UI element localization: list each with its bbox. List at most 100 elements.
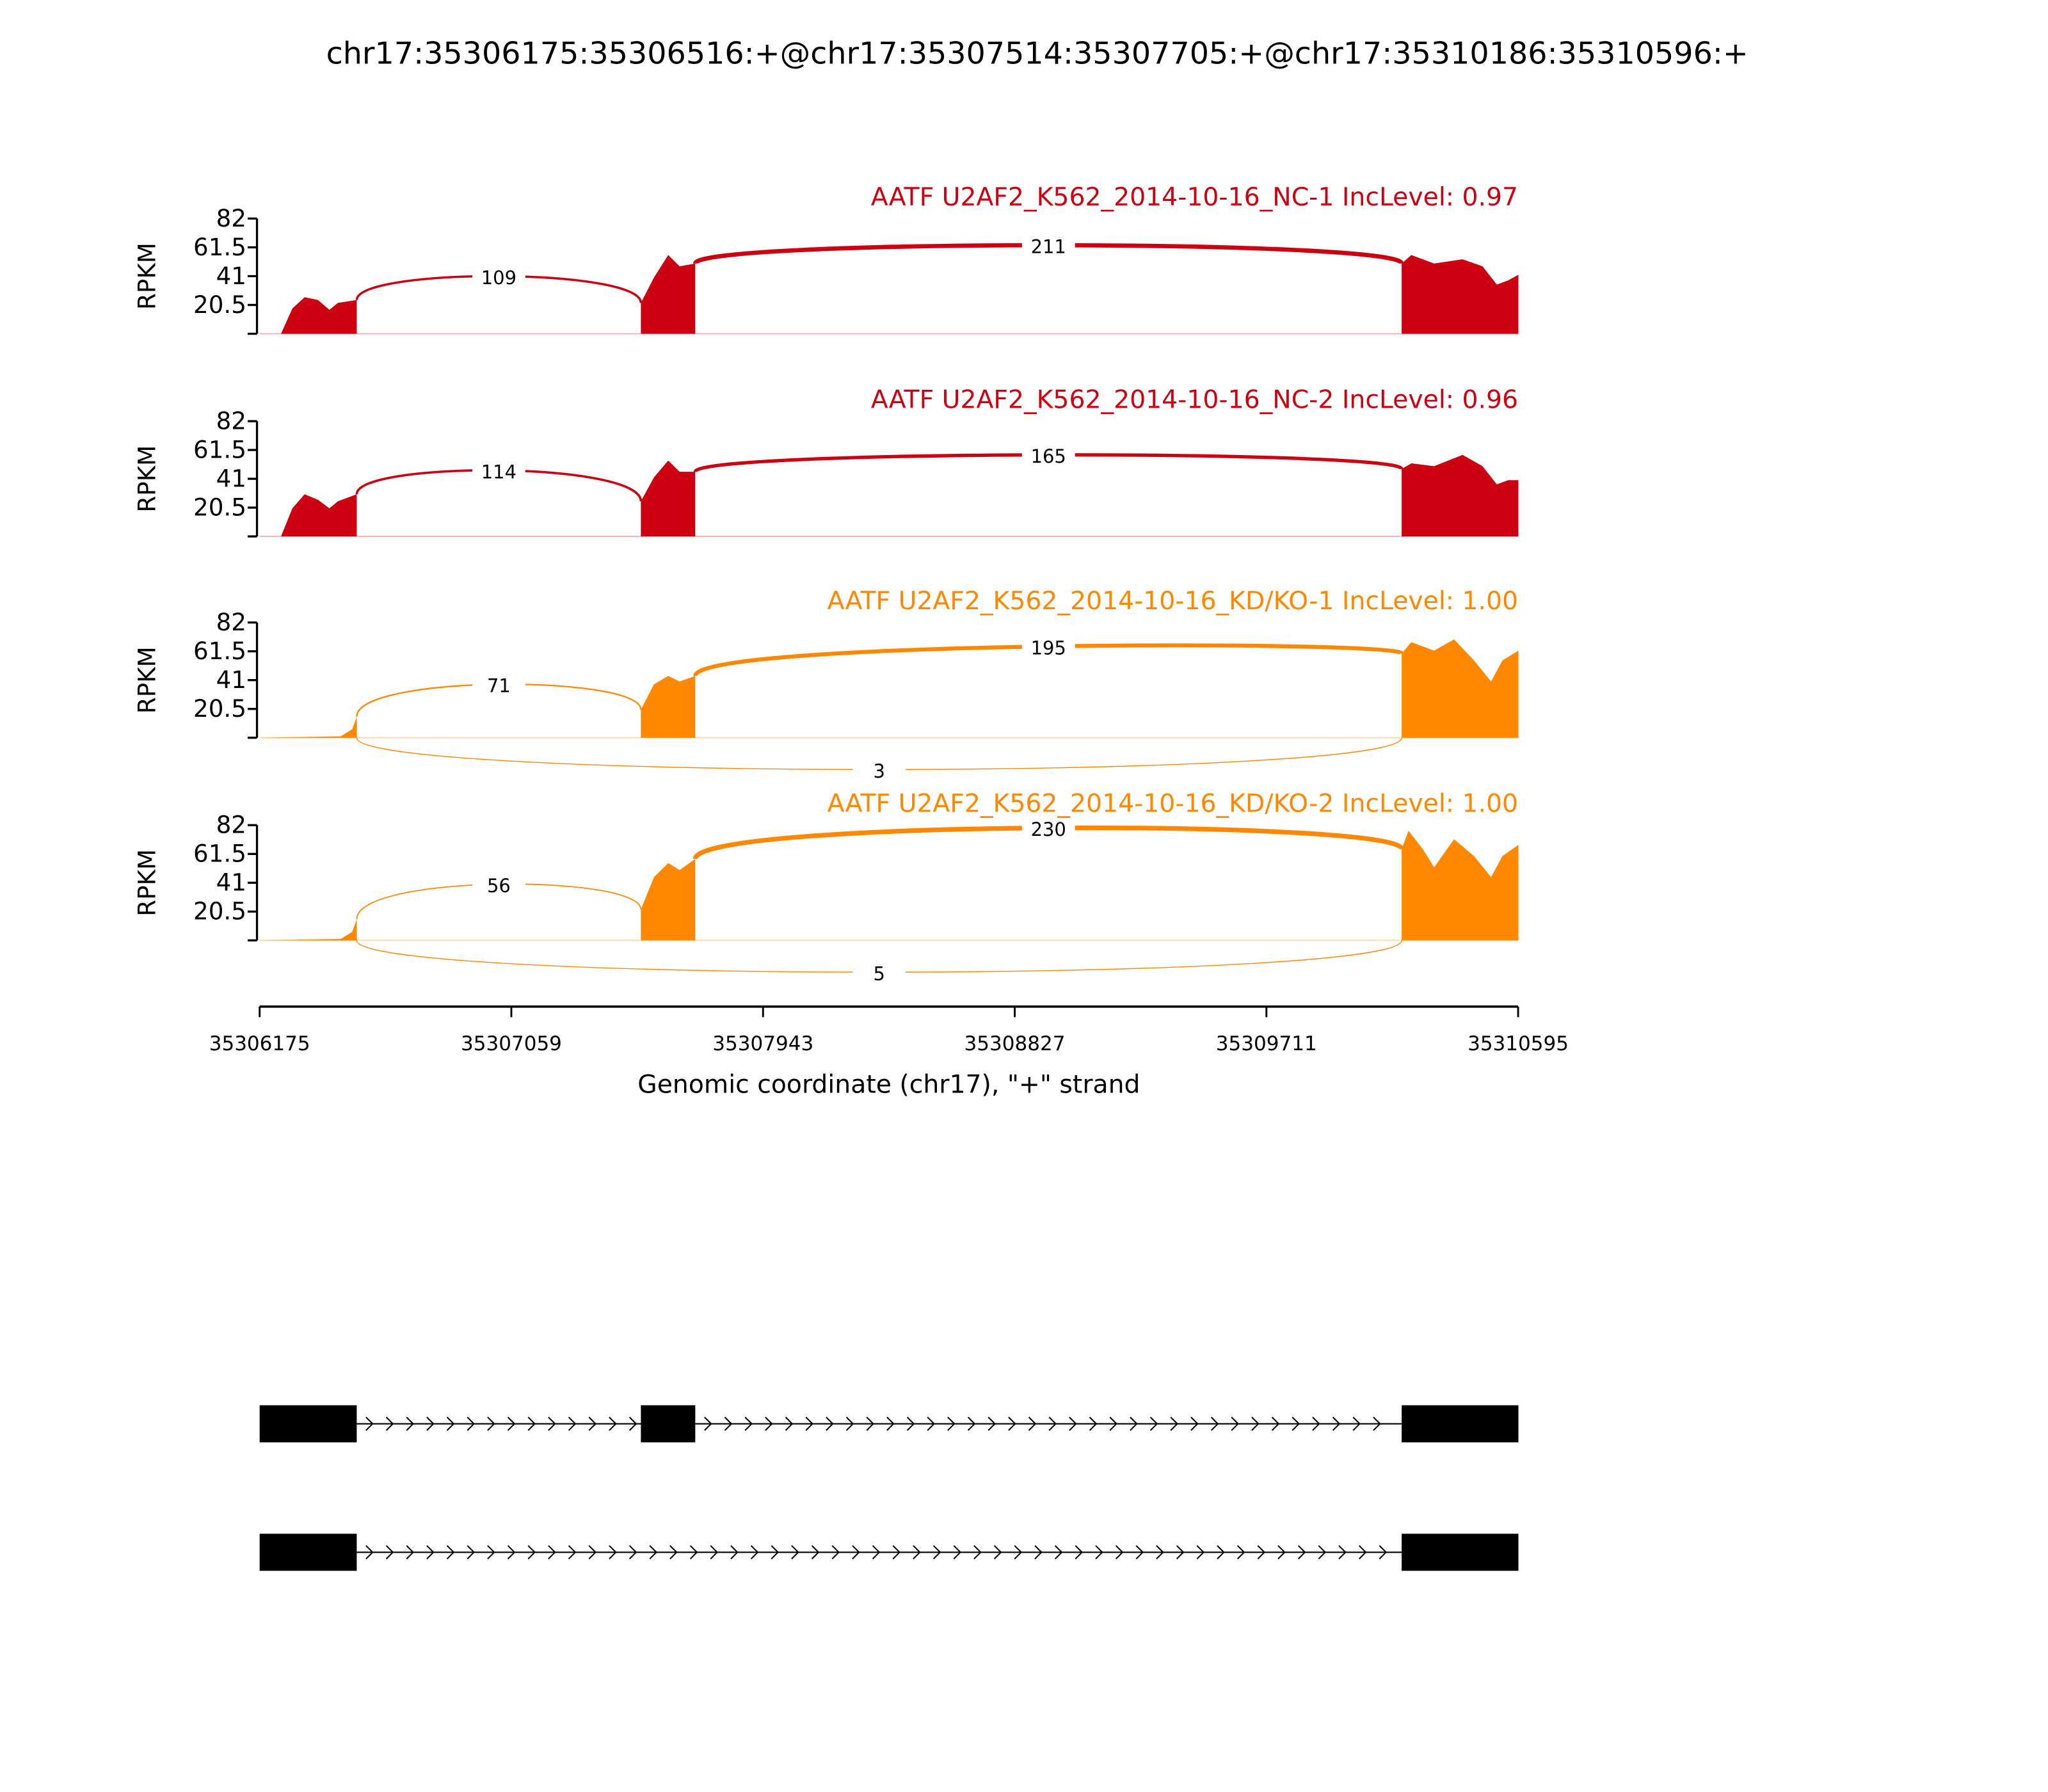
strand-chevron-icon: [1196, 1545, 1205, 1560]
coverage-area: [1402, 831, 1519, 941]
strand-chevron-icon: [1217, 1545, 1225, 1560]
strand-chevron-icon: [973, 1545, 982, 1560]
x-tick-label: 35307943: [712, 1032, 813, 1055]
strand-chevron-icon: [1008, 1416, 1016, 1431]
strand-chevron-icon: [628, 1416, 637, 1431]
junction-label-bg: [472, 268, 525, 287]
strand-chevron-icon: [1156, 1545, 1164, 1560]
strand-chevron-icon: [993, 1545, 1002, 1560]
y-tick-label: 41: [216, 868, 246, 897]
strand-chevron-icon: [1312, 1416, 1320, 1431]
strand-chevron-icon: [649, 1545, 658, 1560]
strand-chevron-icon: [1352, 1416, 1361, 1431]
y-tick-label: 61.5: [193, 436, 246, 464]
x-tick-label: 35306175: [209, 1032, 310, 1055]
strand-chevron-icon: [1236, 1545, 1245, 1560]
strand-chevron-icon: [609, 1545, 617, 1560]
strand-chevron-icon: [1358, 1545, 1367, 1560]
junction-count: 5: [874, 963, 885, 984]
exon-block: [1402, 1533, 1519, 1571]
strand-chevron-icon: [953, 1545, 962, 1560]
coverage-area: [641, 858, 696, 941]
y-tick-label: 82: [216, 608, 246, 636]
x-tick-label: 35309711: [1216, 1032, 1317, 1055]
strand-chevron-icon: [1373, 1416, 1381, 1431]
coverage-area: [281, 494, 357, 537]
coverage-area: [259, 919, 357, 941]
strand-chevron-icon: [791, 1545, 799, 1560]
strand-chevron-icon: [1014, 1545, 1023, 1560]
strand-chevron-icon: [527, 1545, 536, 1560]
strand-chevron-icon: [1170, 1416, 1179, 1431]
strand-chevron-icon: [1231, 1416, 1240, 1431]
sample-label: AATF U2AF2_K562_2014-10-16_KD/KO-2 IncLe…: [828, 790, 1518, 819]
strand-chevron-icon: [866, 1416, 875, 1431]
strand-chevron-icon: [1271, 1416, 1280, 1431]
strand-chevron-icon: [628, 1545, 637, 1560]
strand-chevron-icon: [588, 1416, 597, 1431]
y-tick-label: 20.5: [193, 493, 246, 522]
y-axis-label: RPKM: [132, 243, 161, 310]
strand-chevron-icon: [1095, 1545, 1103, 1560]
sample-label: AATF U2AF2_K562_2014-10-16_NC-1 IncLevel…: [871, 183, 1518, 212]
strand-chevron-icon: [704, 1416, 712, 1431]
strand-chevron-icon: [811, 1545, 820, 1560]
y-tick-label: 82: [216, 811, 246, 839]
strand-chevron-icon: [385, 1545, 394, 1560]
y-tick-label: 20.5: [193, 897, 246, 925]
x-axis-label: Genomic coordinate (chr17), "+" strand: [637, 1070, 1140, 1099]
strand-chevron-icon: [548, 1416, 556, 1431]
strand-chevron-icon: [1048, 1416, 1057, 1431]
junction-label-bg: [1021, 638, 1075, 657]
strand-chevron-icon: [1075, 1545, 1084, 1560]
strand-chevron-icon: [1257, 1545, 1266, 1560]
strand-chevron-icon: [872, 1545, 881, 1560]
y-axis-label: RPKM: [132, 646, 161, 714]
strand-chevron-icon: [988, 1416, 996, 1431]
strand-chevron-icon: [426, 1545, 435, 1560]
strand-chevron-icon: [805, 1416, 814, 1431]
strand-chevron-icon: [385, 1416, 394, 1431]
strand-chevron-icon: [765, 1416, 773, 1431]
strand-chevron-icon: [365, 1416, 374, 1431]
exon-block: [641, 1405, 696, 1443]
strand-chevron-icon: [852, 1545, 860, 1560]
coverage-area: [1402, 255, 1519, 334]
junction-label-bg: [1021, 820, 1075, 839]
strand-chevron-icon: [906, 1416, 915, 1431]
strand-chevron-icon: [1251, 1416, 1260, 1431]
strand-chevron-icon: [1034, 1545, 1043, 1560]
exon-block: [259, 1533, 357, 1571]
strand-chevron-icon: [527, 1416, 536, 1431]
strand-chevron-icon: [406, 1416, 415, 1431]
strand-chevron-icon: [568, 1416, 577, 1431]
strand-chevron-icon: [1190, 1416, 1199, 1431]
strand-chevron-icon: [1028, 1416, 1037, 1431]
strand-chevron-icon: [365, 1545, 374, 1560]
sample-label: AATF U2AF2_K562_2014-10-16_KD/KO-1 IncLe…: [828, 587, 1518, 616]
strand-chevron-icon: [710, 1545, 719, 1560]
strand-chevron-icon: [913, 1545, 921, 1560]
coverage-area: [1402, 454, 1519, 537]
strand-chevron-icon: [744, 1416, 753, 1431]
coverage-area: [1402, 639, 1519, 738]
strand-chevron-icon: [1069, 1416, 1077, 1431]
strand-chevron-icon: [669, 1545, 678, 1560]
strand-chevron-icon: [487, 1545, 495, 1560]
strand-chevron-icon: [1292, 1416, 1300, 1431]
strand-chevron-icon: [689, 1545, 698, 1560]
strand-chevron-icon: [426, 1416, 435, 1431]
strand-chevron-icon: [487, 1416, 495, 1431]
y-tick-label: 20.5: [193, 694, 246, 723]
strand-chevron-icon: [845, 1416, 854, 1431]
y-tick-label: 61.5: [193, 637, 246, 665]
strand-chevron-icon: [1338, 1545, 1347, 1560]
strand-chevron-icon: [932, 1545, 941, 1560]
strand-chevron-icon: [1149, 1416, 1158, 1431]
strand-chevron-icon: [1379, 1545, 1388, 1560]
strand-chevron-icon: [886, 1416, 895, 1431]
